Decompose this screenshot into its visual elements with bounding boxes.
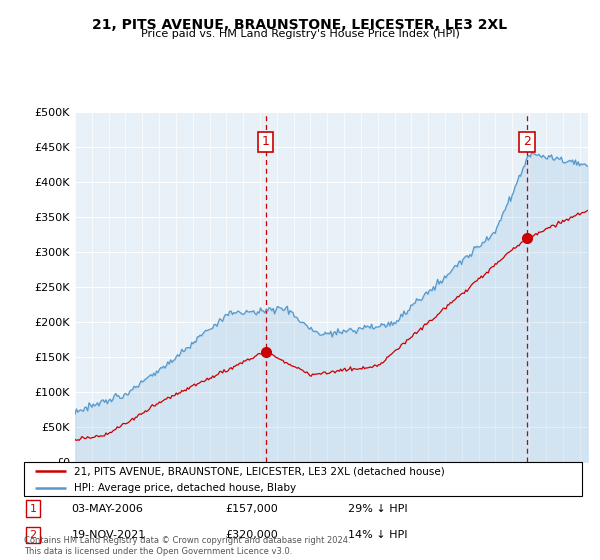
- Text: 19-NOV-2021: 19-NOV-2021: [71, 530, 146, 540]
- Text: 29% ↓ HPI: 29% ↓ HPI: [347, 503, 407, 514]
- Text: HPI: Average price, detached house, Blaby: HPI: Average price, detached house, Blab…: [74, 483, 296, 493]
- Text: 2: 2: [29, 530, 37, 540]
- Text: Contains HM Land Registry data © Crown copyright and database right 2024.
This d: Contains HM Land Registry data © Crown c…: [24, 536, 350, 556]
- Text: £320,000: £320,000: [225, 530, 278, 540]
- Text: Price paid vs. HM Land Registry's House Price Index (HPI): Price paid vs. HM Land Registry's House …: [140, 29, 460, 39]
- Text: £157,000: £157,000: [225, 503, 278, 514]
- Text: 03-MAY-2006: 03-MAY-2006: [71, 503, 143, 514]
- Text: 2: 2: [523, 136, 531, 148]
- Text: 1: 1: [262, 136, 269, 148]
- FancyBboxPatch shape: [24, 462, 582, 496]
- Text: 1: 1: [29, 503, 37, 514]
- Text: 14% ↓ HPI: 14% ↓ HPI: [347, 530, 407, 540]
- Text: 21, PITS AVENUE, BRAUNSTONE, LEICESTER, LE3 2XL: 21, PITS AVENUE, BRAUNSTONE, LEICESTER, …: [92, 18, 508, 32]
- Text: 21, PITS AVENUE, BRAUNSTONE, LEICESTER, LE3 2XL (detached house): 21, PITS AVENUE, BRAUNSTONE, LEICESTER, …: [74, 466, 445, 477]
